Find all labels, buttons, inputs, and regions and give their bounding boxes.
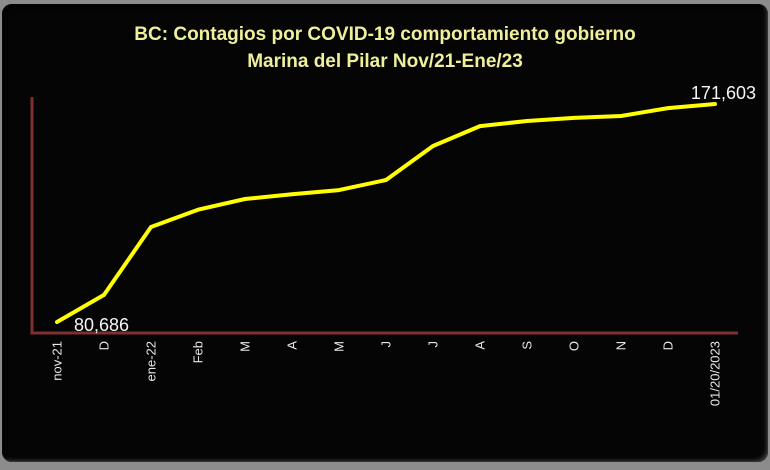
- x-axis-label: A: [285, 341, 300, 350]
- x-axis-label: ene-22: [144, 341, 159, 381]
- x-axis-label: Feb: [191, 341, 206, 363]
- end-value-label: 171,603: [691, 83, 756, 103]
- x-axis-label: J: [379, 341, 394, 348]
- chart-panel: [2, 4, 768, 462]
- chart-title: BC: Contagios por COVID-19 comportamient…: [134, 24, 636, 45]
- start-value-label: 80,686: [74, 315, 129, 335]
- x-axis-label: M: [332, 341, 347, 352]
- x-axis-label: D: [97, 341, 112, 350]
- x-axis-label: S: [520, 341, 535, 350]
- x-axis-label: M: [238, 341, 253, 352]
- x-axis-label: O: [567, 341, 582, 351]
- x-axis-label: D: [661, 341, 676, 350]
- x-axis-label: N: [614, 341, 629, 350]
- x-axis-label: J: [426, 341, 441, 348]
- x-axis-label: A: [473, 341, 488, 350]
- chart-line: [55, 102, 717, 324]
- chart-subtitle: Marina del Pilar Nov/21-Ene/23: [247, 51, 523, 72]
- chart-title-block: BC: Contagios por COVID-19 comportamient…: [0, 21, 770, 75]
- x-axis-label: nov-21: [50, 341, 65, 381]
- x-axis-label: 01/20/2023: [708, 341, 723, 406]
